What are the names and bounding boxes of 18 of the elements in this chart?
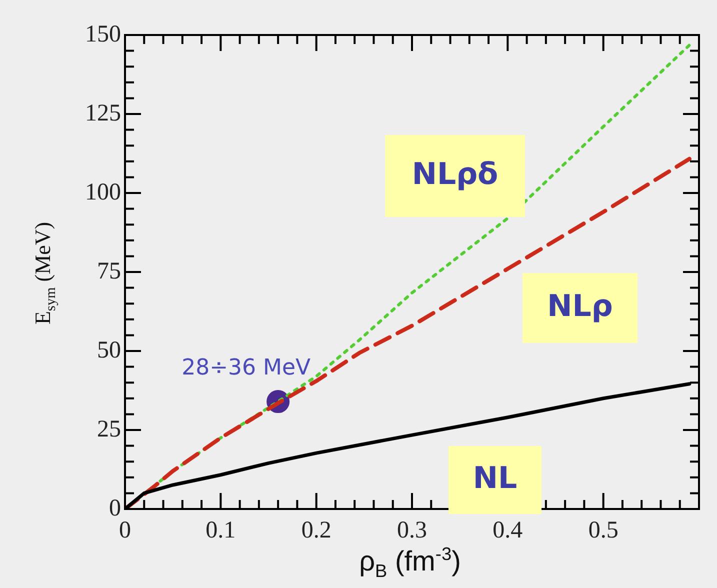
x-tick-label: 0.1 bbox=[206, 518, 236, 544]
y-tick-label: 50 bbox=[97, 337, 121, 364]
x-tick-label: 0.2 bbox=[301, 518, 332, 544]
y-tick-label: 125 bbox=[85, 100, 121, 126]
series-label: NLρ bbox=[547, 288, 613, 324]
y-tick-label: 75 bbox=[97, 258, 121, 284]
y-tick-label: 150 bbox=[85, 21, 121, 48]
x-axis-title: ρ$_{B}$ (fm$^{-3}$) bbox=[358, 544, 462, 582]
y-tick-label: 0 bbox=[109, 495, 121, 522]
line-series bbox=[125, 156, 692, 509]
x-tick-label: 0.3 bbox=[397, 518, 427, 544]
x-tick-label: 0.4 bbox=[492, 518, 523, 544]
y-tick-label: 25 bbox=[97, 416, 121, 442]
annotation: 28÷36 MeV bbox=[182, 355, 311, 380]
series-label: NL bbox=[472, 460, 518, 496]
series-label: NLρδ bbox=[412, 156, 498, 192]
y-tick-label: 100 bbox=[85, 179, 121, 206]
x-tick-label: 0.5 bbox=[588, 518, 618, 544]
